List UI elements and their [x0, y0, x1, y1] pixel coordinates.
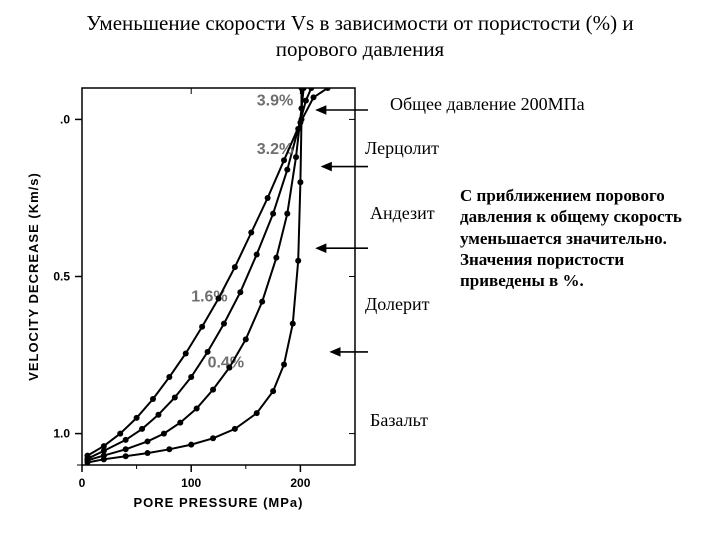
title-line1: Уменьшение скорости Vs в зависимости от …: [86, 11, 633, 35]
curve-label-dolerite: Долерит: [365, 294, 430, 315]
title-line2: порового давления: [276, 37, 444, 61]
curve-label-lherzolite: Лерцолит: [365, 138, 439, 159]
description-paragraph: С приближением порового давления к общем…: [460, 185, 708, 291]
svg-text:PORE PRESSURE (MPa): PORE PRESSURE (MPa): [134, 495, 304, 510]
porosity-label-basalt: 0.4%: [208, 355, 244, 372]
svg-text:0: 0: [79, 476, 86, 490]
velocity-decrease-chart: 0 100 200 1.0 0.5 .0 PORE PRESSURE (MPa) VELOCI…: [20, 80, 370, 520]
svg-text:1.0: 1.0: [53, 427, 70, 441]
series-lherzolite: [88, 88, 328, 456]
curve-label-andesite: Андезит: [370, 203, 435, 224]
slide-title: Уменьшение скорости Vs в зависимости от …: [0, 10, 720, 63]
porosity-label-lherzolite: 3.9%: [257, 92, 293, 109]
svg-text:.0: .0: [60, 112, 70, 126]
total-pressure-note: Общее давление 200МПа: [390, 94, 585, 115]
curve-label-basalt: Базальт: [370, 410, 428, 431]
svg-text:200: 200: [290, 476, 310, 490]
svg-text:0.5: 0.5: [53, 270, 70, 284]
svg-text:100: 100: [181, 476, 201, 490]
svg-text:VELOCITY DECREASE (Km/s): VELOCITY DECREASE (Km/s): [26, 172, 41, 381]
